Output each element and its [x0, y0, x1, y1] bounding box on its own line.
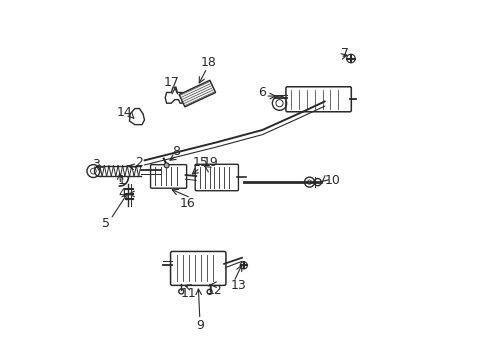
Text: 2: 2: [135, 156, 143, 169]
Text: 8: 8: [172, 145, 180, 158]
Text: 12: 12: [206, 284, 222, 297]
Text: 10: 10: [325, 174, 340, 186]
Text: 1: 1: [117, 174, 125, 186]
Text: 13: 13: [230, 279, 245, 292]
Text: 14: 14: [117, 105, 132, 119]
Circle shape: [164, 163, 169, 168]
Text: 3: 3: [92, 158, 100, 171]
Text: 11: 11: [180, 287, 196, 300]
Text: 18: 18: [201, 56, 216, 69]
Polygon shape: [179, 80, 215, 107]
Text: 4: 4: [118, 188, 126, 201]
Text: 19: 19: [202, 156, 218, 169]
Text: 7: 7: [340, 47, 348, 60]
Text: 15: 15: [193, 156, 208, 169]
Text: 17: 17: [163, 76, 179, 89]
Text: 5: 5: [102, 217, 110, 230]
Text: 9: 9: [196, 319, 203, 332]
Text: 6: 6: [257, 86, 265, 99]
Text: 16: 16: [179, 197, 195, 210]
